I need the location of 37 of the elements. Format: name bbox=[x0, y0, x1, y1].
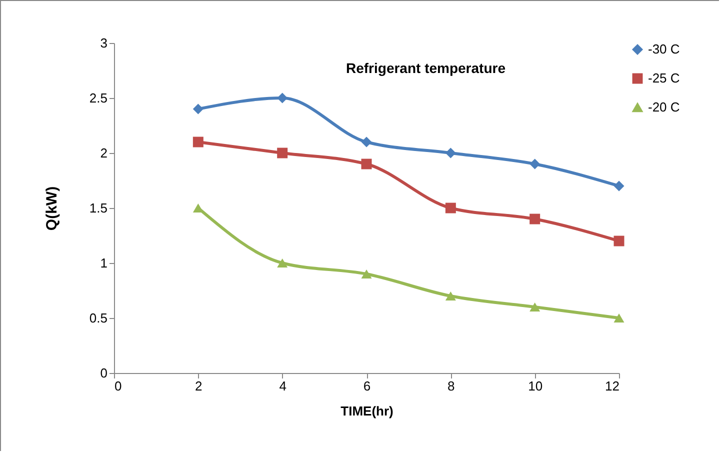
point bbox=[192, 136, 204, 148]
point bbox=[530, 302, 540, 312]
x-tick-label: 10 bbox=[528, 378, 543, 394]
point bbox=[361, 158, 372, 170]
point bbox=[277, 92, 288, 104]
y-tick-label: 1.5 bbox=[89, 200, 108, 216]
x-tick-label: 6 bbox=[363, 378, 371, 394]
point bbox=[192, 104, 204, 114]
point bbox=[530, 158, 540, 170]
x-tick-label: 8 bbox=[448, 378, 455, 394]
y-tick-label: 3 bbox=[100, 36, 108, 50]
point bbox=[277, 258, 288, 268]
point bbox=[614, 313, 624, 323]
y-tick-label: 0 bbox=[100, 366, 108, 380]
legend-label: -20 C bbox=[648, 100, 680, 114]
point bbox=[277, 148, 288, 158]
x-tick-label: 0 bbox=[114, 378, 122, 394]
y-axis-title: Q(kW) bbox=[43, 186, 60, 231]
y-tick-label: 2.5 bbox=[89, 90, 108, 106]
x-tick-label: 12 bbox=[605, 378, 620, 394]
point bbox=[445, 291, 456, 301]
point bbox=[530, 214, 540, 224]
x-axis-title: TIME(hr) bbox=[340, 404, 394, 418]
x-tick-label: 4 bbox=[279, 378, 286, 394]
annotation: Refrigerant temperature bbox=[346, 60, 506, 76]
legend-label: -25 C bbox=[648, 70, 680, 86]
point bbox=[445, 202, 456, 214]
y-tick-label: 2 bbox=[100, 146, 108, 160]
point bbox=[361, 269, 372, 279]
y-tick-label: 0.5 bbox=[89, 310, 108, 326]
point bbox=[614, 180, 624, 192]
legend-label: -30 C bbox=[648, 42, 680, 56]
point bbox=[445, 148, 456, 158]
y-tick-label: 1 bbox=[100, 256, 108, 270]
x-tick-label: 2 bbox=[195, 378, 202, 394]
point bbox=[614, 236, 624, 246]
point bbox=[361, 136, 372, 148]
